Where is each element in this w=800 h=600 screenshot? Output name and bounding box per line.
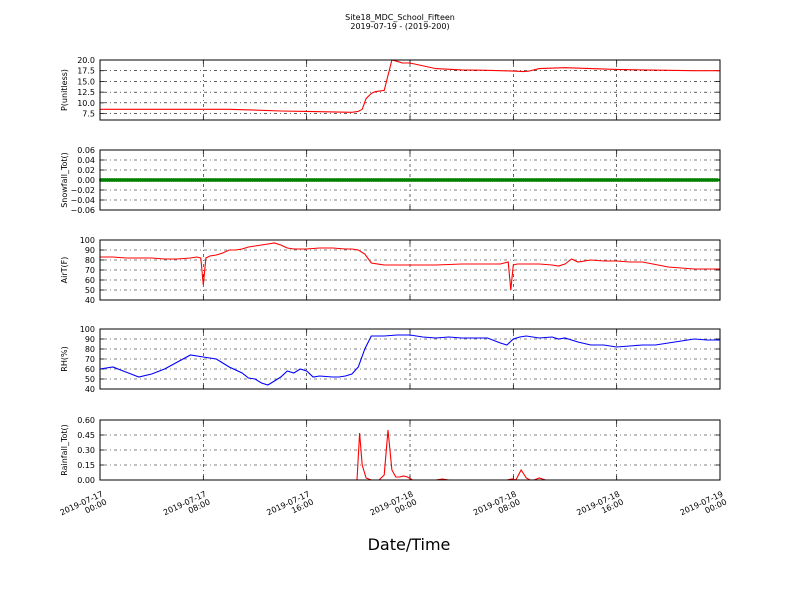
y-tick-label: 0.60 xyxy=(77,416,95,425)
y-tick-label: 80 xyxy=(85,256,95,265)
panel-frame xyxy=(99,149,721,211)
x-tick-label: 2019-07-1808:00 xyxy=(472,489,522,525)
y-tick-label: 50 xyxy=(85,286,95,295)
y-tick-label: 12.5 xyxy=(77,88,95,97)
y-axis-label: AirT(F) xyxy=(60,257,69,284)
y-tick-label: 40 xyxy=(85,385,95,394)
chart-title: Site18_MDC_School_Fifteen xyxy=(345,13,455,22)
panel-5: 0.00 0.15 0.30 0.45 0.60 Rainfall_Tot() xyxy=(60,416,721,485)
y-tick-label: −0.06 xyxy=(70,206,95,215)
x-tick-label: 2019-07-1900:00 xyxy=(679,489,729,525)
y-tick-label: 90 xyxy=(85,335,95,344)
y-tick-label: 100 xyxy=(80,236,95,245)
y-tick-label: 60 xyxy=(85,276,95,285)
y-tick-label: 0.06 xyxy=(77,146,95,155)
data-point xyxy=(715,178,719,182)
panel-frame xyxy=(99,328,721,390)
y-tick-label: 10.0 xyxy=(77,99,95,108)
y-tick-label: 0.15 xyxy=(77,461,95,470)
panel-2: −0.06−0.04−0.020.000.020.040.06 Snowfall_… xyxy=(60,146,721,215)
series-line xyxy=(100,59,720,113)
y-tick-label: 0.02 xyxy=(77,166,95,175)
y-tick-label: 60 xyxy=(85,365,95,374)
y-tick-label: 100 xyxy=(80,325,95,334)
y-axis-label: Rainfall_Tot() xyxy=(60,424,69,476)
panel-frame xyxy=(99,59,721,121)
y-tick-label: 0.04 xyxy=(77,156,95,165)
y-tick-label: 7.5 xyxy=(82,110,95,119)
x-axis-tick-labels: 2019-07-1700:00 2019-07-1708:00 2019-07-17… xyxy=(59,489,729,525)
y-tick-label: 70 xyxy=(85,266,95,275)
x-tick-label: 2019-07-1816:00 xyxy=(575,489,625,525)
x-axis-label: Date/Time xyxy=(368,535,451,554)
series-line xyxy=(99,334,720,386)
panel-frame xyxy=(99,419,721,481)
y-tick-label: −0.02 xyxy=(70,186,95,195)
y-tick-label: 50 xyxy=(85,375,95,384)
y-tick-label: −0.04 xyxy=(70,196,95,205)
y-axis-label: RH(%) xyxy=(60,346,69,371)
series-line xyxy=(100,242,720,291)
y-axis-label: Snowfall_Tot() xyxy=(60,152,69,208)
panel-1: 7.5 10.0 12.5 15.017.5 20.0 P(unitless) xyxy=(60,56,721,121)
y-tick-label: 0.45 xyxy=(77,431,95,440)
x-tick-label: 2019-07-1700:00 xyxy=(59,489,109,525)
y-tick-label: 80 xyxy=(85,345,95,354)
chart-panels: 7.510.012.515.017.520.0P(unitless)−0.06−… xyxy=(60,56,721,485)
y-tick-label: 15.0 xyxy=(77,77,95,86)
x-tick-label: 2019-07-1708:00 xyxy=(162,489,212,525)
chart-subtitle: 2019-07-19 - (2019-200) xyxy=(350,22,449,31)
y-tick-label: 0.00 xyxy=(77,176,95,185)
x-tick-label: 2019-07-1800:00 xyxy=(369,489,419,525)
y-tick-label: 20.0 xyxy=(77,56,95,65)
y-tick-label: 70 xyxy=(85,355,95,364)
y-tick-label: 17.5 xyxy=(77,67,95,76)
y-axis-label: P(unitless) xyxy=(60,69,69,111)
panel-frame xyxy=(99,239,721,301)
y-tick-label: 40 xyxy=(85,296,95,305)
y-tick-label: 0.00 xyxy=(77,476,95,485)
x-tick-label: 2019-07-1716:00 xyxy=(265,489,315,525)
y-tick-label: 0.30 xyxy=(77,446,95,455)
y-tick-label: 90 xyxy=(85,246,95,255)
